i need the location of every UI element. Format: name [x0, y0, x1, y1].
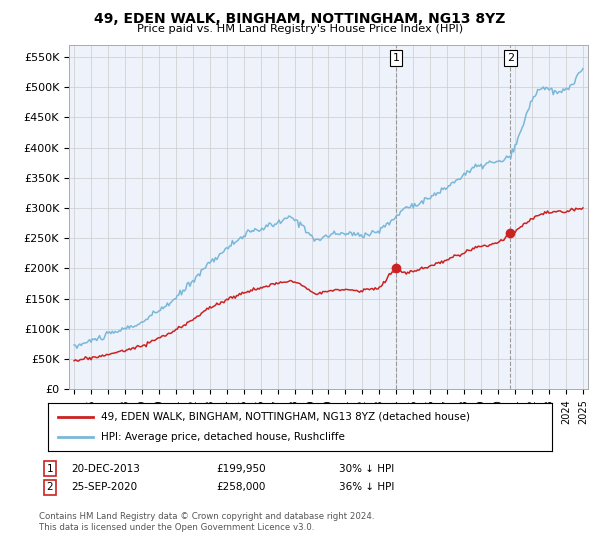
Text: 2: 2 [507, 53, 514, 63]
Text: 36% ↓ HPI: 36% ↓ HPI [339, 482, 394, 492]
Text: Contains HM Land Registry data © Crown copyright and database right 2024.
This d: Contains HM Land Registry data © Crown c… [39, 512, 374, 531]
Text: 30% ↓ HPI: 30% ↓ HPI [339, 464, 394, 474]
Text: 49, EDEN WALK, BINGHAM, NOTTINGHAM, NG13 8YZ (detached house): 49, EDEN WALK, BINGHAM, NOTTINGHAM, NG13… [101, 412, 470, 422]
Text: HPI: Average price, detached house, Rushcliffe: HPI: Average price, detached house, Rush… [101, 432, 345, 442]
Text: 2: 2 [46, 482, 53, 492]
Text: 1: 1 [46, 464, 53, 474]
Text: 25-SEP-2020: 25-SEP-2020 [71, 482, 137, 492]
Text: 49, EDEN WALK, BINGHAM, NOTTINGHAM, NG13 8YZ: 49, EDEN WALK, BINGHAM, NOTTINGHAM, NG13… [94, 12, 506, 26]
Text: 1: 1 [392, 53, 400, 63]
Text: £199,950: £199,950 [216, 464, 266, 474]
Text: 20-DEC-2013: 20-DEC-2013 [71, 464, 140, 474]
Text: £258,000: £258,000 [216, 482, 265, 492]
Text: Price paid vs. HM Land Registry's House Price Index (HPI): Price paid vs. HM Land Registry's House … [137, 24, 463, 34]
